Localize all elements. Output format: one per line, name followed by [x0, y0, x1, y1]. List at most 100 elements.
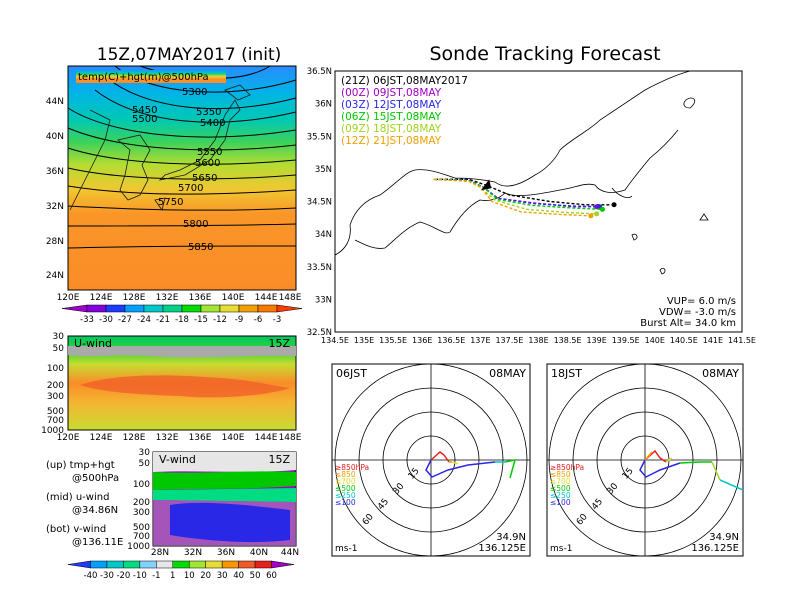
level-tick: 700 — [47, 416, 64, 426]
lat-tick: 32N — [184, 548, 202, 558]
colorbar-label: -10 — [133, 571, 147, 581]
contour-label: 5400 — [200, 118, 225, 129]
tracking-legend: (21Z) 06JST,08MAY2017(00Z) 09JST,08MAY(0… — [341, 75, 468, 147]
level-key: ≤250 — [335, 491, 356, 500]
lat-tick: 24N — [46, 271, 64, 281]
level-tick: 300 — [133, 508, 150, 518]
colorbar-label: -30 — [100, 571, 114, 581]
colorbar-label: -18 — [175, 315, 189, 325]
level-tick: 30 — [139, 448, 151, 458]
lon-tick: 144E — [255, 293, 278, 303]
sonde-track — [435, 178, 615, 206]
lat-tick: 36N — [315, 100, 332, 110]
uwind-gray-band — [68, 346, 296, 358]
hodograph-lon: 136.125E — [478, 543, 526, 554]
colorbar-label: -20 — [116, 571, 130, 581]
level-tick: 700 — [133, 532, 150, 542]
colorbar-label: -27 — [118, 315, 132, 325]
map-500hpa: 5300 5350 5400 5450 5500 5550 5600 5650 … — [46, 65, 302, 303]
legend-entry: (00Z) 09JST,08MAY — [341, 87, 442, 99]
lon-tick: 140.5E — [670, 336, 698, 345]
tracking-map: (21Z) 06JST,08MAY2017(00Z) 09JST,08MAY(0… — [307, 67, 756, 345]
level-tick: 500 — [133, 523, 150, 533]
right-panel-title: Sonde Tracking Forecast — [429, 43, 660, 65]
colorbar-label: 40 — [233, 571, 244, 581]
colorbar-swatch — [90, 560, 108, 569]
hodograph-trace — [644, 451, 653, 461]
contour-label: 5350 — [196, 107, 221, 118]
hodograph-trace — [451, 461, 459, 465]
level-tick: 200 — [47, 381, 64, 391]
hodograph-lon: 136.125E — [691, 543, 739, 554]
hodograph-lat: 34.9N — [496, 532, 526, 543]
colorbar-swatch — [162, 304, 183, 313]
launch-parameter: Burst Alt= 34.0 km — [640, 318, 736, 329]
landing-point — [611, 202, 617, 208]
hodograph-date: 08MAY — [489, 367, 526, 380]
colorbar-label: -21 — [156, 315, 170, 325]
landing-point — [588, 213, 594, 219]
hodograph-date: 08MAY — [702, 367, 739, 380]
legend-entry: (03Z) 12JST,08MAY — [341, 99, 442, 111]
colorbar-swatch — [271, 560, 295, 569]
lon-tick: 148E — [279, 433, 302, 443]
uwind-jet-core — [80, 375, 290, 398]
hodograph-trace — [425, 459, 496, 478]
uwind-label: U-wind — [74, 337, 112, 350]
colorbar-swatch — [139, 560, 157, 569]
level-key: ≤850 — [335, 470, 356, 479]
lon-tick: 136E — [189, 433, 212, 443]
sonde-tracks — [433, 178, 617, 219]
level-key: ≤700 — [550, 477, 571, 486]
lon-tick: 135.5E — [379, 336, 407, 345]
lon-tick: 128E — [123, 433, 146, 443]
level-key: ≥850hPa — [550, 463, 584, 472]
hodograph-lat: 34.9N — [709, 532, 739, 543]
colorbar-label: -9 — [235, 315, 243, 325]
colorbar-label: -40 — [84, 571, 98, 581]
lon-tick: 120E — [57, 433, 80, 443]
colorbar-swatch — [188, 560, 206, 569]
sonde-track — [433, 178, 597, 215]
level-tick: 300 — [47, 392, 64, 402]
tracking-map-frame — [334, 70, 743, 333]
lon-tick: 138.5E — [554, 336, 582, 345]
lat-tick: 32N — [46, 202, 64, 212]
colorbar-label: 10 — [184, 571, 195, 581]
label-backing — [76, 70, 226, 83]
lon-tick: 124E — [90, 433, 113, 443]
hodograph-time: 06JST — [336, 367, 367, 380]
contour-label: 5300 — [182, 87, 207, 98]
level-key: ≤100 — [550, 498, 571, 507]
level-tick: 1000 — [127, 542, 150, 552]
level-tick: 200 — [133, 498, 150, 508]
colorbar-label: -15 — [194, 315, 208, 325]
tracking-lat-labels: 36.5N 36N 35.5N 35N 34.5N 34N 33.5N 33N 32.5N — [307, 67, 332, 338]
legend-up: (up) tmp+hgt — [46, 460, 115, 471]
colorbar-swatch — [106, 560, 124, 569]
contour-label: 5550 — [197, 147, 222, 158]
hodograph-trace — [719, 479, 743, 491]
lat-tick: 32.5N — [307, 328, 332, 338]
lat-tick: 33.5N — [307, 263, 332, 273]
lon-tick: 136E — [412, 336, 432, 345]
vwind-label: V-wind — [159, 453, 196, 466]
colorbar-swatch — [205, 560, 223, 569]
colorbar-label: -3 — [273, 315, 281, 325]
contour-labels: 5300 5350 5400 5450 5500 5550 5600 5650 … — [132, 87, 225, 253]
contour-label: 5700 — [178, 183, 203, 194]
colorbar-swatch — [172, 560, 190, 569]
lat-tick: 28N — [46, 237, 64, 247]
lon-tick: 148E — [279, 293, 302, 303]
contour-label: 5500 — [132, 114, 157, 125]
vwind-light-band — [153, 488, 296, 502]
legend-bot-lon: @136.11E — [72, 537, 123, 548]
lon-tick: 135E — [354, 336, 374, 345]
lat-tick: 33N — [315, 295, 332, 305]
legend-entry: (06Z) 15JST,08MAY — [341, 111, 442, 123]
lat-tick: 34.5N — [307, 198, 332, 208]
